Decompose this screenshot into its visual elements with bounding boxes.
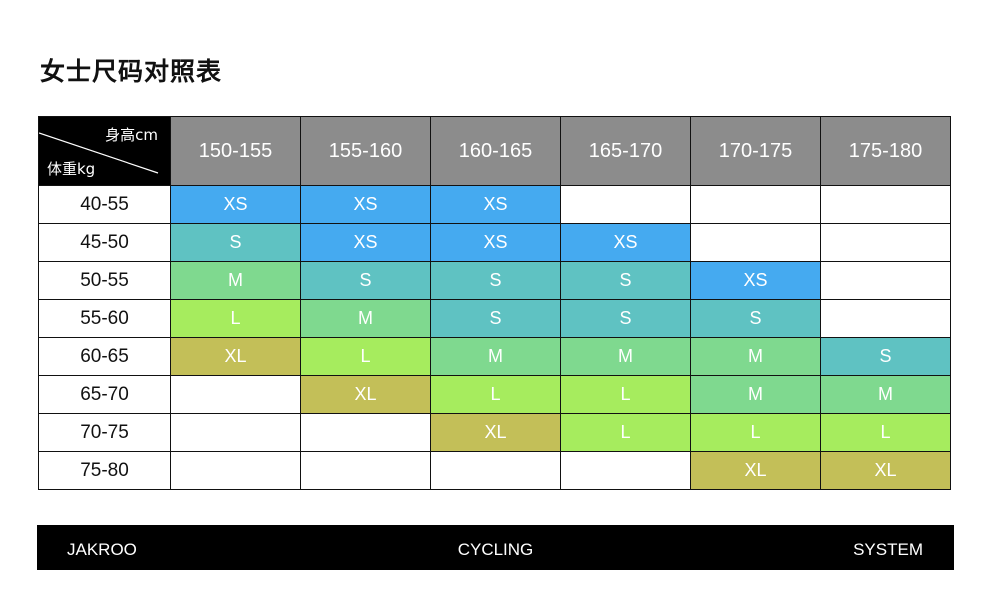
weight-label: 50-55 (38, 261, 171, 300)
size-cell: S (690, 299, 821, 338)
header-row: 身高cm 体重kg 150-155 155-160 160-165 165-17… (38, 116, 951, 186)
empty-size-cell (820, 261, 951, 300)
weight-label: 70-75 (38, 413, 171, 452)
height-header: 160-165 (430, 116, 561, 186)
size-cell: M (820, 375, 951, 414)
empty-size-cell (560, 185, 691, 224)
size-chart-table: 身高cm 体重kg 150-155 155-160 160-165 165-17… (38, 116, 951, 490)
size-row: 45-50 S XS XS XS (38, 223, 951, 262)
weight-label: 45-50 (38, 223, 171, 262)
empty-size-cell (170, 375, 301, 414)
size-cell: L (820, 413, 951, 452)
size-row: 60-65 XL L M M M S (38, 337, 951, 376)
size-cell: L (170, 299, 301, 338)
size-cell: M (170, 261, 301, 300)
empty-size-cell (300, 451, 431, 490)
size-cell: XL (820, 451, 951, 490)
size-row: 70-75 XL L L L (38, 413, 951, 452)
size-row: 55-60 L M S S S (38, 299, 951, 338)
empty-size-cell (560, 451, 691, 490)
height-header: 155-160 (300, 116, 431, 186)
footer-left-text: JAKROO (67, 540, 137, 559)
empty-size-cell (170, 451, 301, 490)
brand-footer-bar: JAKROO CYCLING SYSTEM (37, 525, 954, 570)
size-cell: L (430, 375, 561, 414)
size-cell: S (820, 337, 951, 376)
empty-size-cell (690, 185, 821, 224)
size-cell: XL (430, 413, 561, 452)
weight-label: 40-55 (38, 185, 171, 224)
size-cell: S (170, 223, 301, 262)
weight-label: 55-60 (38, 299, 171, 338)
empty-size-cell (820, 185, 951, 224)
size-cell: L (560, 413, 691, 452)
size-cell: L (560, 375, 691, 414)
size-cell: M (690, 337, 821, 376)
size-cell: M (430, 337, 561, 376)
empty-size-cell (430, 451, 561, 490)
weight-axis-label: 体重kg (47, 160, 96, 178)
size-row: 40-55 XS XS XS (38, 185, 951, 224)
size-cell: XS (690, 261, 821, 300)
size-cell: XL (300, 375, 431, 414)
size-cell: XS (300, 185, 431, 224)
size-cell: XL (690, 451, 821, 490)
size-cell: S (560, 261, 691, 300)
weight-label: 60-65 (38, 337, 171, 376)
height-header: 150-155 (170, 116, 301, 186)
size-cell: XS (430, 223, 561, 262)
empty-size-cell (300, 413, 431, 452)
weight-label: 75-80 (38, 451, 171, 490)
empty-size-cell (820, 299, 951, 338)
size-row: 75-80 XL XL (38, 451, 951, 490)
height-header: 170-175 (690, 116, 821, 186)
empty-size-cell (820, 223, 951, 262)
size-cell: L (690, 413, 821, 452)
weight-label: 65-70 (38, 375, 171, 414)
size-cell: S (300, 261, 431, 300)
corner-cell: 身高cm 体重kg (38, 116, 171, 186)
height-header: 165-170 (560, 116, 691, 186)
size-cell: XL (170, 337, 301, 376)
diagonal-divider (39, 132, 159, 174)
size-cell: M (690, 375, 821, 414)
empty-size-cell (170, 413, 301, 452)
size-cell: XS (300, 223, 431, 262)
size-cell: S (430, 299, 561, 338)
page-title: 女士尺码对照表 (40, 57, 223, 86)
size-cell: M (560, 337, 691, 376)
footer-right-text: SYSTEM (853, 540, 923, 559)
footer-center-text: CYCLING (457, 540, 534, 559)
height-axis-label: 身高cm (105, 126, 158, 144)
size-row: 65-70 XL L L M M (38, 375, 951, 414)
size-cell: S (560, 299, 691, 338)
size-cell: M (300, 299, 431, 338)
size-cell: XS (560, 223, 691, 262)
size-cell: XS (430, 185, 561, 224)
size-row: 50-55 M S S S XS (38, 261, 951, 300)
empty-size-cell (690, 223, 821, 262)
size-cell: S (430, 261, 561, 300)
size-cell: L (300, 337, 431, 376)
height-header: 175-180 (820, 116, 951, 186)
size-cell: XS (170, 185, 301, 224)
